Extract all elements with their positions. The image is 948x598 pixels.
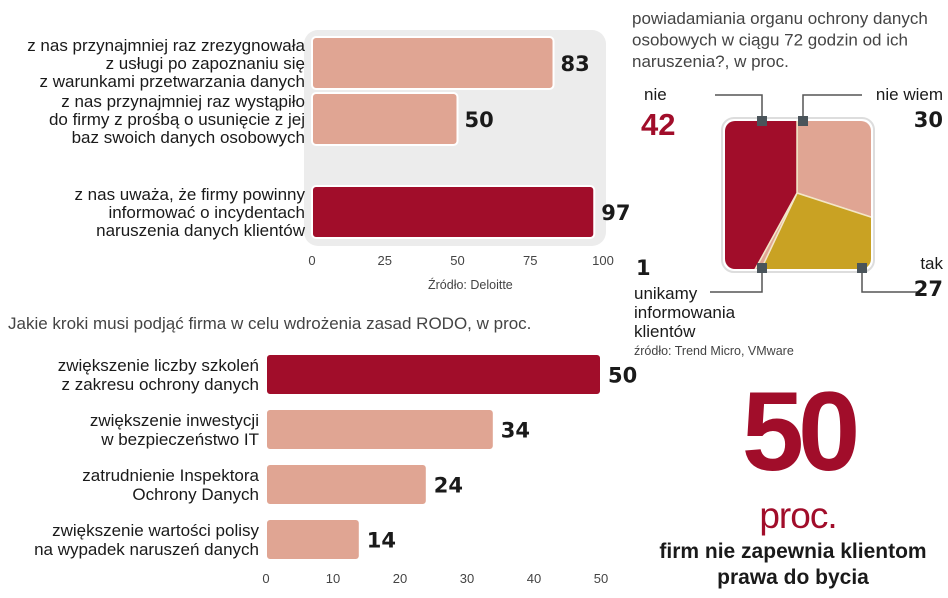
pie-value-nie-wiem: 30	[914, 108, 943, 132]
pie-label-unikamy-2: informowania	[634, 303, 736, 322]
callout-line-1: firm nie zapewnia klientom	[659, 540, 926, 563]
pie-label-unikamy-1: unikamy	[634, 284, 698, 303]
bar	[265, 518, 361, 561]
chart2-title: Jakie kroki musi podjąć firma w celu wdr…	[8, 314, 531, 333]
marker-tak	[857, 263, 867, 273]
pie-title-line: osobowych w ciągu 72 godzin od ich	[632, 31, 908, 50]
bar-label: Ochrony Danych	[132, 485, 259, 504]
bar-value: 24	[434, 474, 463, 498]
bar-label: z zakresu ochrony danych	[62, 375, 260, 394]
pie-label-nie-wiem: nie wiem	[876, 85, 943, 104]
bar-value: 97	[601, 201, 630, 225]
x-tick-label: 100	[592, 253, 614, 268]
bar-label: zwiększenie wartości polisy	[52, 521, 259, 540]
bar-value: 83	[561, 52, 590, 76]
bar	[311, 185, 596, 239]
pie-slice	[727, 192, 871, 269]
bar	[311, 92, 459, 146]
callout-number: 50	[742, 369, 856, 494]
bar-value: 34	[501, 419, 530, 443]
bar-label: na wypadek naruszeń danych	[34, 540, 259, 559]
pie-label-tak: tak	[920, 254, 943, 273]
x-tick-label: 20	[393, 571, 407, 586]
leader-lines	[710, 94, 918, 293]
callout-unit: proc.	[759, 495, 836, 536]
x-tick-label: 40	[527, 571, 541, 586]
pie-slice	[725, 121, 798, 269]
chart1-source: Źródło: Deloitte	[428, 277, 513, 292]
bar-label: zatrudnienie Inspektora	[82, 466, 259, 485]
bar-value: 50	[608, 364, 637, 388]
bar-label: z nas przynajmniej raz wystąpiło	[61, 92, 305, 111]
pie-value-unikamy: 1	[636, 256, 651, 280]
marker-nie-wiem	[798, 116, 808, 126]
pie-title: powiadamiania organu ochrony danych osobo…	[632, 9, 928, 71]
bar-label: baz swoich danych osobowych	[72, 128, 305, 147]
pie-label-unikamy-3: klientów	[634, 322, 696, 341]
x-tick-label: 50	[594, 571, 608, 586]
pie-title-line: naruszenia?, w proc.	[632, 52, 789, 71]
marker-nie	[757, 116, 767, 126]
bar-label: do firmy z prośbą o usunięcie z jej	[49, 110, 305, 129]
bar-label: z nas uważa, że firmy powinny	[74, 185, 305, 204]
x-tick-label: 0	[262, 571, 269, 586]
bar-label: zwiększenie inwestycji	[90, 411, 259, 430]
chart3-pie: powiadamiania organu ochrony danych osobo…	[632, 9, 943, 358]
pie-slice	[796, 121, 871, 244]
pie-title-line: powiadamiania organu ochrony danych	[632, 9, 928, 28]
bar-label: z warunkami przetwarzania danych	[39, 72, 305, 91]
x-tick-label: 10	[326, 571, 340, 586]
bar-value: 50	[465, 108, 494, 132]
x-tick-label: 75	[523, 253, 537, 268]
marker-unikamy	[757, 263, 767, 273]
bar-value: 14	[367, 529, 396, 553]
x-tick-label: 25	[378, 253, 392, 268]
bar-label: z usługi po zapoznaniu się	[106, 54, 305, 73]
x-tick-label: 0	[308, 253, 315, 268]
pie-label-nie: nie	[644, 85, 667, 104]
callout-line-2: prawa do bycia	[717, 566, 869, 589]
bar-label: w bezpieczeństwo IT	[100, 430, 259, 449]
bar-label: informować o incydentach	[108, 203, 305, 222]
bar	[265, 463, 428, 506]
pie-value-tak: 27	[914, 277, 943, 301]
bar-label: zwiększenie liczby szkoleń	[58, 356, 259, 375]
bar-label: z nas przynajmniej raz zrezygnowała	[27, 36, 305, 55]
bar	[311, 36, 555, 90]
pie-value-nie: 42	[641, 107, 675, 142]
x-tick-label: 50	[450, 253, 464, 268]
x-tick-label: 30	[460, 571, 474, 586]
bar	[265, 408, 495, 451]
pie-source: źródło: Trend Micro, VMware	[634, 344, 794, 358]
bar-label: naruszenia danych klientów	[96, 221, 306, 240]
bar	[265, 353, 602, 396]
